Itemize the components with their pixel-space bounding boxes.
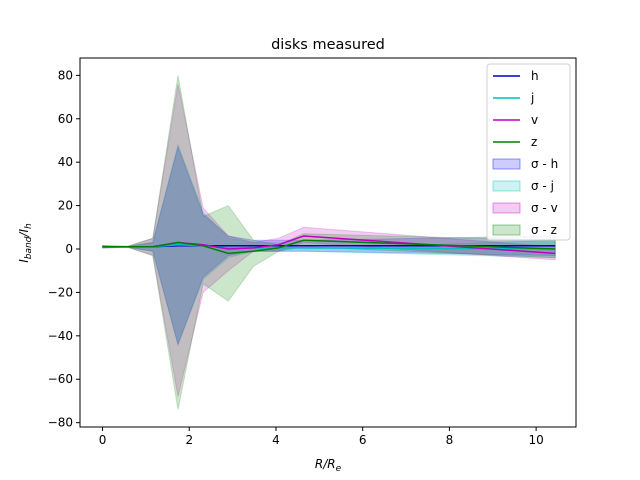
legend-label-band: σ - h bbox=[531, 157, 558, 171]
band-v bbox=[102, 83, 556, 397]
y-tick-label: −20 bbox=[48, 285, 73, 299]
x-tick-label: 10 bbox=[528, 433, 543, 447]
y-tick-label: 60 bbox=[58, 112, 73, 126]
y-axis-label: Iband/Ih bbox=[17, 223, 34, 263]
x-tick-label: 4 bbox=[272, 433, 280, 447]
x-tick-label: 2 bbox=[185, 433, 193, 447]
x-axis-ticks: 0 2 4 6 8 10 bbox=[99, 427, 544, 447]
legend-swatch-band bbox=[492, 224, 521, 236]
legend-label-j: j bbox=[530, 91, 534, 105]
series-lines bbox=[102, 235, 556, 255]
x-axis-label: R/Re bbox=[315, 457, 342, 474]
y-tick-label: 20 bbox=[58, 199, 73, 213]
y-tick-label: 0 bbox=[65, 242, 73, 256]
y-tick-label: −60 bbox=[48, 372, 73, 386]
legend-frame bbox=[486, 63, 571, 241]
x-tick-label: 6 bbox=[359, 433, 367, 447]
legend-label-band: σ - j bbox=[531, 179, 554, 193]
y-tick-label: 40 bbox=[58, 155, 73, 169]
band-z bbox=[102, 75, 556, 410]
legend-label-h: h bbox=[531, 69, 539, 83]
legend-swatch-band bbox=[492, 180, 521, 192]
x-tick-label: 0 bbox=[99, 433, 107, 447]
x-tick-label: 8 bbox=[446, 433, 454, 447]
legend-swatch-band bbox=[492, 158, 521, 170]
plot-area-frame bbox=[79, 57, 577, 428]
legend-label-v: v bbox=[531, 113, 538, 127]
legend-swatch-band bbox=[492, 202, 521, 214]
y-tick-label: 80 bbox=[58, 68, 73, 82]
y-axis-ticks: −80 −60 −40 −20 0 20 40 60 80 bbox=[48, 68, 80, 430]
line-z bbox=[102, 239, 556, 255]
y-tick-label: −40 bbox=[48, 329, 73, 343]
legend-label-z: z bbox=[531, 135, 537, 149]
legend-label-band: σ - v bbox=[531, 201, 558, 215]
chart-title: disks measured bbox=[271, 37, 385, 53]
legend-label-band: σ - z bbox=[531, 223, 557, 237]
y-tick-label: −80 bbox=[48, 416, 73, 430]
